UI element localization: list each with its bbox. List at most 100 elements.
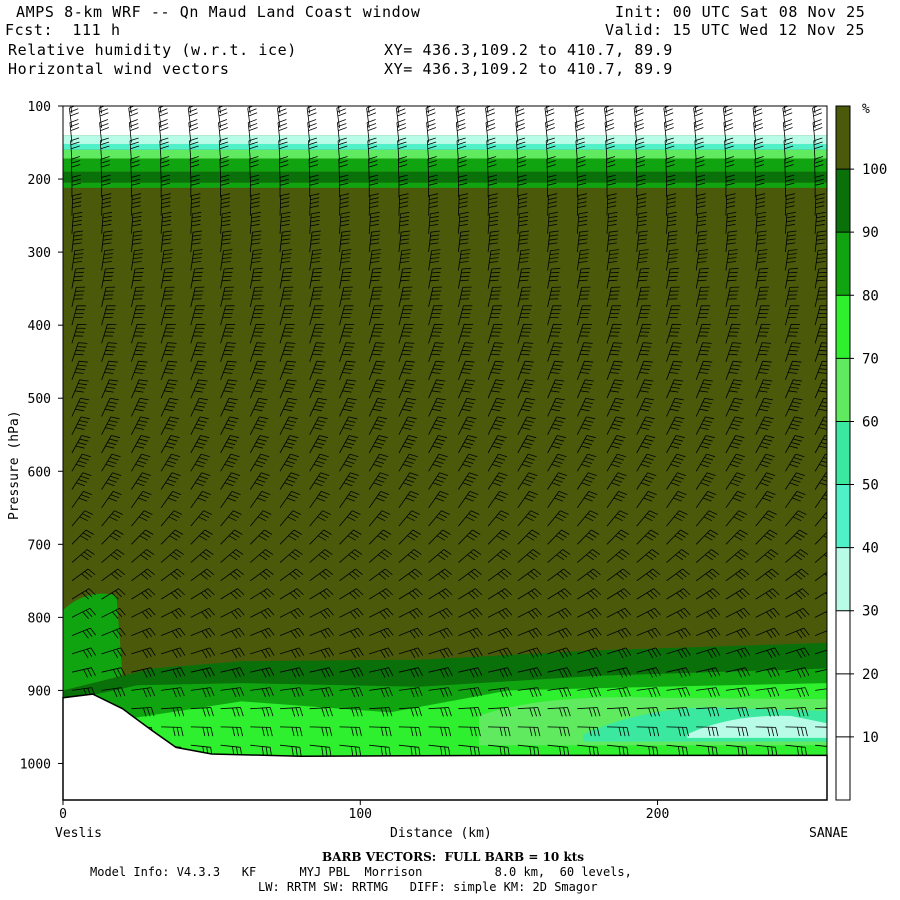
wind-barb-664 [606,379,624,399]
wind-barb-451 [428,435,448,454]
wind-barb-448 [428,379,446,399]
wind-barb-177 [190,707,214,717]
wind-barb-93 [131,472,151,490]
y-axis: 100 200 300 400 500 600 700 800 900 1000 [20,100,63,772]
wind-barb-168 [190,529,213,545]
wind-barb-198 [220,416,239,435]
wind-barb-304 [309,379,327,399]
wind-barb-213 [220,707,244,717]
wind-barb-922 [814,491,827,509]
wind-barb-160 [190,379,208,399]
wind-barb-604 [547,607,572,619]
wind-barb-438 [428,193,439,216]
wind-barb-16 [71,379,89,399]
wind-barb-887 [785,510,807,527]
wind-barb-230 [249,342,266,362]
wind-barb-202 [220,491,241,509]
wind-barb-320 [309,687,334,698]
wind-barb-653 [606,174,616,198]
wind-barb-434 [426,119,437,143]
wind-barb-709 [636,549,660,563]
wind-barb-623 [576,286,591,307]
wind-barb-76 [130,156,140,180]
wind-barb-638 [577,568,601,582]
wind-barb-201 [220,472,241,490]
wind-barb-410 [398,342,415,362]
wind-barb-18 [71,416,90,435]
wind-barb-549 [517,249,530,271]
wind-barb-790 [696,726,719,737]
y-tick-label-600: 600 [28,465,51,480]
wind-barb-484 [458,379,476,399]
wind-barb-25 [71,549,95,563]
wind-barb-134 [160,568,185,582]
wind-barb-329 [339,174,349,198]
wind-barb-706 [636,491,657,509]
wind-barb-590 [547,342,563,362]
wind-barb-31 [71,667,96,678]
wind-barb-783 [695,588,720,600]
wind-barb-830 [753,119,764,143]
wind-barb-119 [160,286,175,307]
y-tick-label-700: 700 [28,538,51,553]
wind-barb-553 [517,323,533,344]
wind-barb-791 [696,744,718,757]
colorbar-label-100: 100 [862,162,887,178]
wind-barb-798 [725,193,736,216]
wind-barb-582 [547,193,558,216]
wind-barb-111 [159,137,169,161]
wind-barb-3 [70,137,80,161]
wind-barb-813 [725,472,746,490]
wind-barb-883 [785,435,804,454]
wind-barb-629 [576,397,595,417]
wind-barb-889 [785,549,809,563]
wind-barb-630 [576,416,596,435]
wind-barb-767 [695,286,710,307]
wind-barb-142 [161,726,184,737]
wind-barb-238 [249,491,271,509]
wind-barb-357 [339,707,363,717]
wind-barb-614 [574,119,585,143]
wind-barb-389 [369,627,394,639]
wind-barb-486 [458,416,477,435]
wind-barb-137 [160,627,186,639]
wind-barb-839 [755,286,770,307]
rh-fill-upper-dry [63,106,827,136]
wind-barb-494 [458,568,482,582]
wind-barb-628 [576,379,594,399]
wind-barb-251 [250,744,272,757]
wind-barb-578 [545,119,555,143]
wind-barb-246 [250,647,275,659]
wind-barb-851 [755,510,777,527]
wind-barb-639 [577,588,602,600]
wind-barb-95 [131,510,153,527]
wind-barb-423 [398,588,423,600]
wind-barb-345 [339,472,360,490]
wind-barb-476 [458,230,470,253]
wind-barb-832 [754,156,765,180]
wind-barb-903 [813,137,823,161]
wind-barb-328 [338,156,348,180]
wind-barb-7 [71,211,83,234]
wind-barb-862 [755,726,779,737]
wind-barb-411 [398,360,415,381]
wind-barb-330 [339,193,350,216]
wind-barb-737 [666,397,684,417]
wind-barb-405 [398,249,411,271]
wind-barb-561 [517,472,538,490]
wind-barb-691 [636,211,648,234]
wind-barb-46 [101,267,115,289]
wind-barb-875 [785,286,799,307]
wind-barb-743 [666,510,688,527]
wind-barb-924 [814,531,827,545]
wind-barb-420 [398,529,421,545]
x-axis: 0 100 200 [59,800,669,822]
wind-barb-846 [755,416,774,435]
wind-barb-332 [339,230,351,253]
wind-barb-579 [545,137,556,161]
x-tick-label-100: 100 [349,807,372,822]
wind-barb-244 [250,607,275,619]
wind-barb-753 [666,707,690,717]
wind-barb-822 [725,647,751,659]
wind-barb-437 [428,174,438,198]
